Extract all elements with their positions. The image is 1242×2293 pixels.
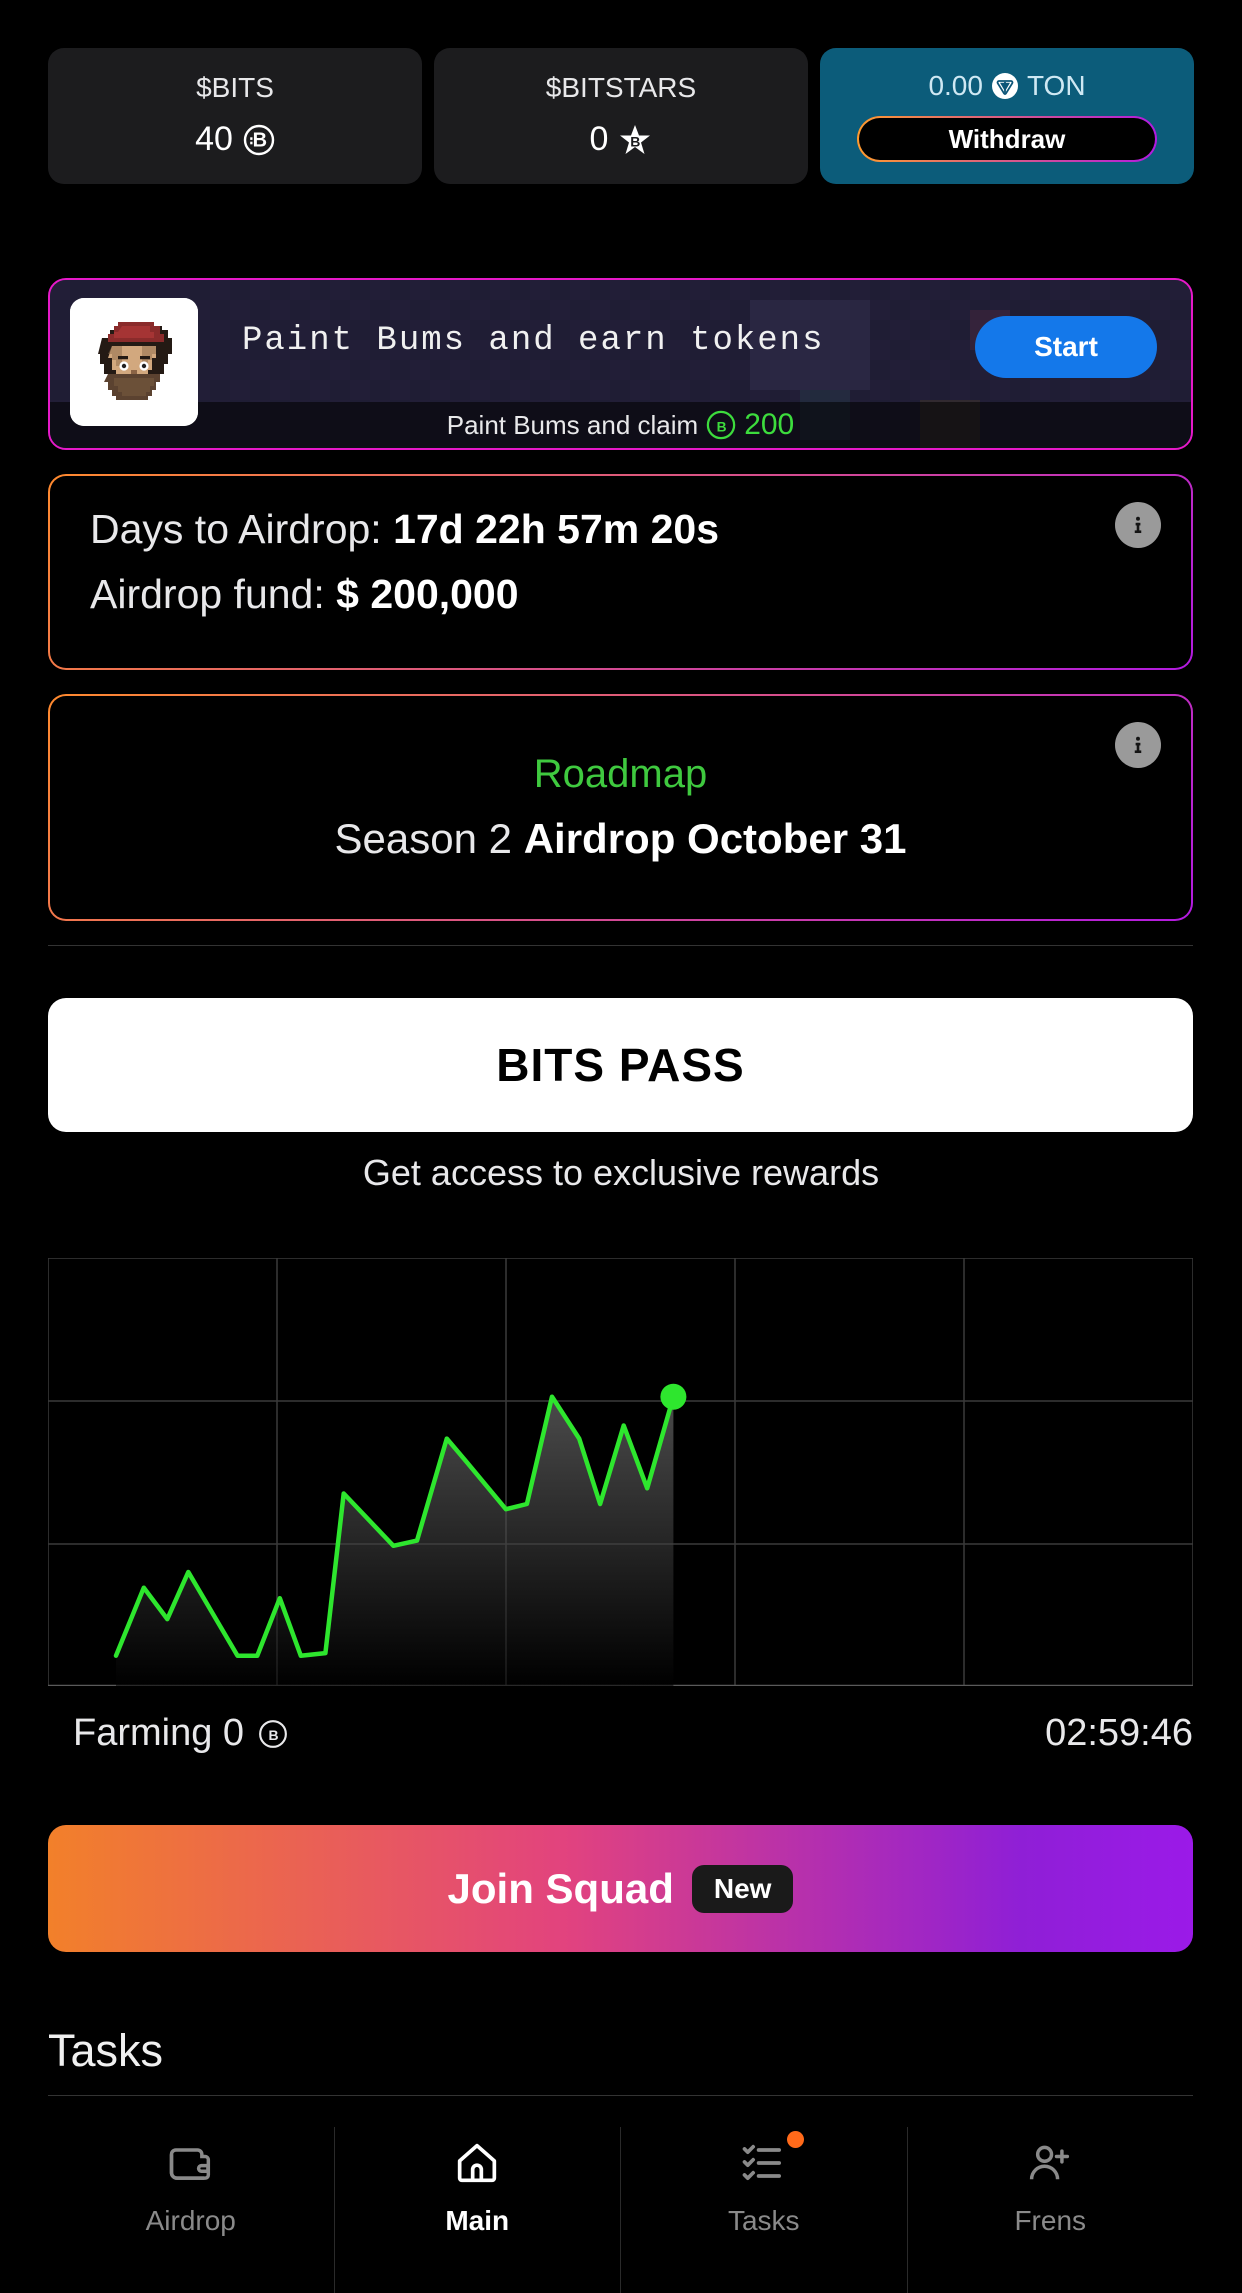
svg-text:B: B <box>269 1726 279 1742</box>
svg-text:B: B <box>717 419 727 434</box>
svg-text:B: B <box>252 129 266 151</box>
svg-text:B: B <box>631 133 641 149</box>
